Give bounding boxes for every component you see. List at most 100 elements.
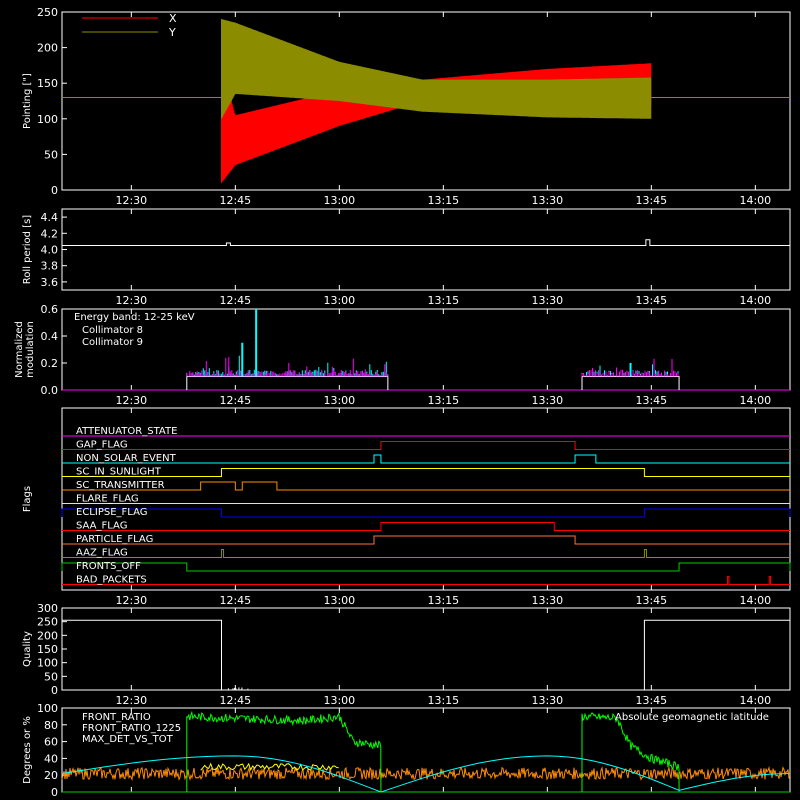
x-tick-label: 13:00	[323, 194, 355, 207]
y-tick-label: 250	[37, 616, 58, 629]
roll-period-line	[62, 239, 790, 246]
flag-label: AAZ_FLAG	[76, 548, 128, 559]
flag-label: SAA_FLAG	[76, 521, 127, 532]
x-tick-label: 13:45	[635, 694, 667, 707]
x-tick-label: 12:45	[219, 394, 251, 407]
series-collimator-9	[581, 358, 679, 377]
y-tick-label: 50	[44, 148, 58, 161]
y-tick-label: 100	[37, 702, 58, 715]
y-tick-label: 3.6	[41, 276, 59, 289]
flag-label: ATTENUATOR_STATE	[76, 426, 177, 437]
modulation-interval	[186, 376, 389, 390]
flag-label: PARTICLE_FLAG	[76, 534, 153, 545]
x-tick-label: 13:45	[635, 594, 667, 607]
panel-frame-1	[61, 208, 791, 291]
x-tick-label: 13:30	[531, 694, 563, 707]
y-tick-label: 0.6	[41, 303, 59, 316]
y-axis-label: Roll period [s]	[22, 215, 33, 284]
x-tick-label: 13:00	[323, 694, 355, 707]
x-tick-label: 12:45	[219, 594, 251, 607]
legend-label: FRONT_RATIO	[82, 712, 151, 723]
x-tick-label: 12:45	[219, 194, 251, 207]
y-tick-label: 0.0	[41, 384, 59, 397]
quality-blip	[227, 687, 249, 690]
flag-label: SC_IN_SUNLIGHT	[76, 467, 162, 478]
x-tick-label: 13:00	[323, 294, 355, 307]
y-tick-label: 150	[37, 77, 58, 90]
x-tick-label: 13:15	[427, 394, 459, 407]
modulation-interval	[581, 376, 680, 390]
legend-label: Y	[168, 26, 176, 39]
y-tick-label: 300	[37, 602, 58, 615]
y-tick-label: 150	[37, 643, 58, 656]
y-tick-label: 4.0	[41, 244, 59, 257]
x-tick-label: 12:30	[115, 294, 147, 307]
y-tick-label: 100	[37, 657, 58, 670]
flag-line-sc-transmitter	[62, 481, 790, 491]
y-tick-label: 200	[37, 42, 58, 55]
y-axis-label: modulation	[25, 321, 36, 378]
series-y-envelope	[221, 19, 652, 119]
x-tick-label: 13:00	[323, 394, 355, 407]
x-tick-label: 12:30	[115, 194, 147, 207]
flag-line-saa-flag	[62, 522, 790, 531]
x-tick-label: 12:30	[115, 594, 147, 607]
x-tick-label: 12:45	[219, 694, 251, 707]
flag-line-aaz-flag	[62, 549, 790, 558]
x-tick-label: 13:30	[531, 594, 563, 607]
x-tick-label: 13:15	[427, 294, 459, 307]
flag-label: SC_TRANSMITTER	[76, 480, 165, 491]
x-tick-label: 13:15	[427, 594, 459, 607]
x-tick-label: 13:45	[635, 294, 667, 307]
y-tick-label: 40	[44, 752, 58, 765]
flag-line-fronts-off	[61, 562, 791, 572]
series-collimator-9	[186, 357, 389, 377]
flag-line-bad-packets	[62, 576, 790, 585]
annotation-energy-band: Energy band: 12-25 keV	[74, 312, 195, 323]
x-tick-label: 13:30	[531, 294, 563, 307]
flag-line-sc-in-sunlight	[62, 468, 790, 477]
flag-line-gap-flag	[62, 441, 790, 450]
flag-line-eclipse-flag	[61, 508, 791, 518]
y-tick-label: 0	[51, 684, 58, 697]
legend-label: Collimator 9	[82, 337, 143, 348]
y-tick-label: 80	[44, 719, 58, 732]
x-tick-label: 13:45	[635, 394, 667, 407]
x-tick-label: 13:00	[323, 594, 355, 607]
x-tick-label: 14:00	[739, 694, 771, 707]
legend-label: X	[169, 12, 177, 25]
x-tick-label: 14:00	[739, 394, 771, 407]
y-tick-label: 4.4	[41, 211, 59, 224]
y-tick-label: 0	[51, 786, 58, 799]
y-axis-label: Pointing ["]	[22, 73, 33, 129]
flag-label: FRONTS_OFF	[76, 561, 141, 572]
series-max-det-vs-tot	[61, 765, 790, 782]
x-tick-label: 14:00	[739, 594, 771, 607]
x-tick-label: 13:45	[635, 194, 667, 207]
flag-label: ECLIPSE_FLAG	[76, 507, 147, 518]
panel-frame-0	[61, 11, 791, 191]
legend-label: Collimator 8	[82, 325, 143, 336]
x-tick-label: 12:45	[219, 294, 251, 307]
series-front-ratio-1225	[186, 710, 382, 793]
x-tick-label: 13:30	[531, 394, 563, 407]
x-tick-label: 12:30	[115, 394, 147, 407]
y-tick-label: 0.4	[41, 330, 59, 343]
flag-label: FLARE_FLAG	[76, 494, 139, 505]
y-tick-label: 200	[37, 629, 58, 642]
y-tick-label: 50	[44, 670, 58, 683]
panel-frame-3	[61, 407, 791, 591]
flag-label: GAP_FLAG	[76, 440, 128, 451]
series-front-ratio-1225	[581, 712, 680, 793]
x-tick-label: 14:00	[739, 294, 771, 307]
y-tick-label: 0.2	[41, 357, 59, 370]
x-tick-label: 14:00	[739, 194, 771, 207]
legend-label: FRONT_RATIO_1225	[82, 723, 181, 734]
y-tick-label: 100	[37, 113, 58, 126]
y-axis-label: Quality	[22, 631, 33, 667]
y-tick-label: 3.8	[41, 260, 59, 273]
y-tick-label: 4.2	[41, 227, 59, 240]
flag-line-particle-flag	[62, 535, 790, 545]
y-tick-label: 20	[44, 769, 58, 782]
